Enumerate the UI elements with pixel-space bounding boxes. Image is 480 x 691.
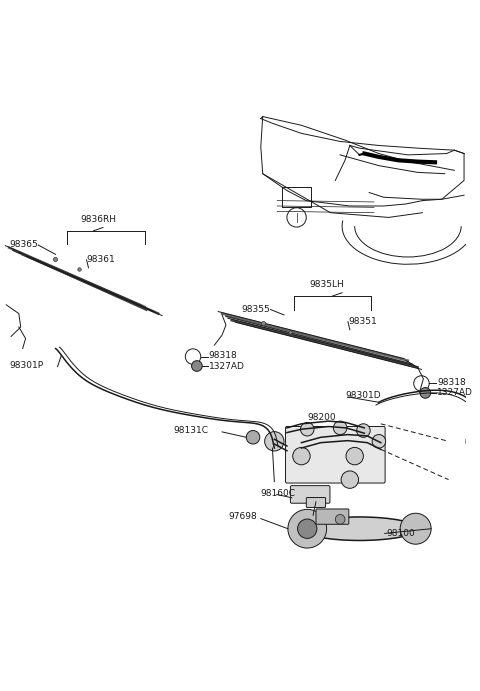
Circle shape [269,435,283,448]
FancyBboxPatch shape [306,498,325,507]
Circle shape [400,513,431,545]
Text: 98365: 98365 [9,240,38,249]
Circle shape [341,471,359,489]
Circle shape [334,421,347,435]
Circle shape [192,361,202,371]
Circle shape [420,388,431,398]
Circle shape [357,424,370,437]
FancyBboxPatch shape [316,509,349,524]
Text: 1327AD: 1327AD [437,388,473,397]
Circle shape [264,432,284,451]
Text: 98351: 98351 [348,317,377,326]
Circle shape [466,432,480,451]
Text: 98301P: 98301P [9,361,43,370]
Text: 9836RH: 9836RH [81,215,117,224]
FancyBboxPatch shape [286,426,385,483]
Circle shape [300,422,314,436]
Circle shape [372,435,385,448]
Circle shape [336,515,345,524]
Text: 98318: 98318 [208,351,237,360]
Text: 98131C: 98131C [174,426,209,435]
Text: 98318: 98318 [437,378,466,387]
Text: 98200: 98200 [307,413,336,422]
Text: 9835LH: 9835LH [309,281,344,290]
Circle shape [293,447,310,465]
Circle shape [298,519,317,538]
Circle shape [346,447,363,465]
Circle shape [246,430,260,444]
Text: 1327AD: 1327AD [208,361,244,370]
FancyBboxPatch shape [290,486,330,503]
Ellipse shape [301,517,418,540]
Text: 98160C: 98160C [261,489,296,498]
Text: 98301D: 98301D [345,391,381,400]
Text: 97698: 97698 [229,512,258,521]
Text: 98100: 98100 [386,529,415,538]
Circle shape [288,509,326,548]
Text: 98361: 98361 [86,255,115,264]
Text: 98355: 98355 [241,305,270,314]
